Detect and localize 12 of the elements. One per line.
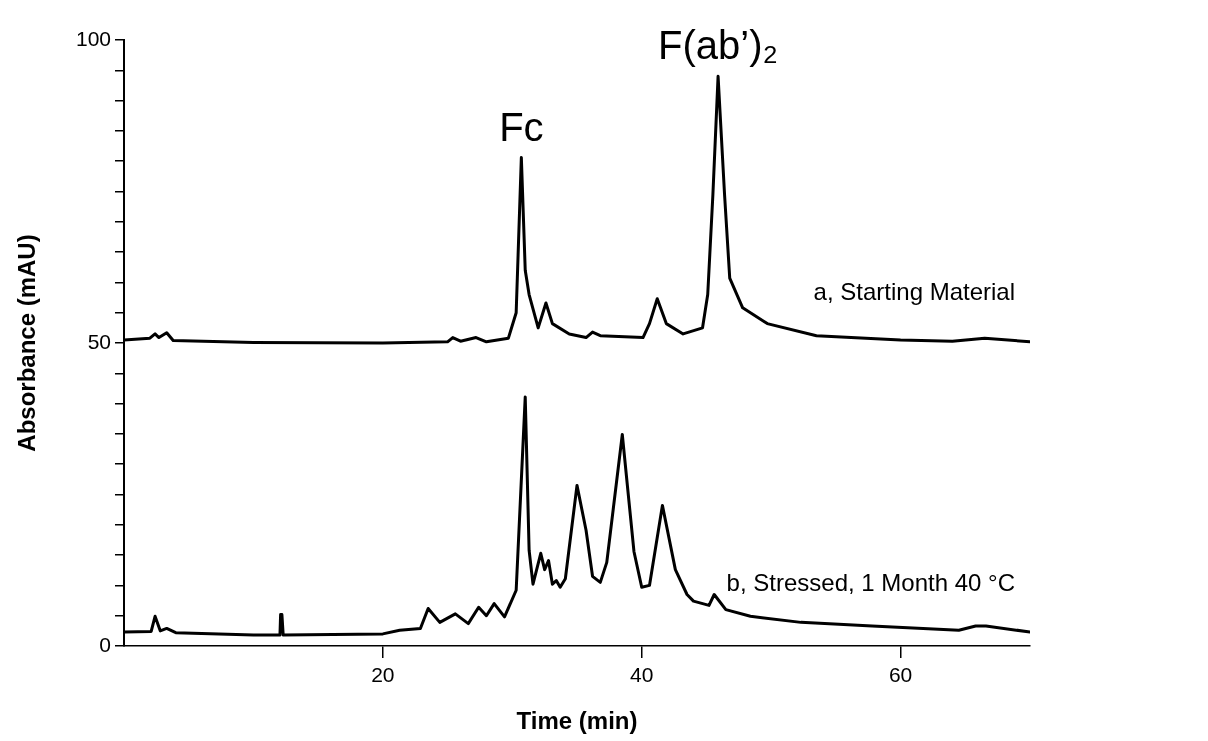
series-label: b, Stressed, 1 Month 40 °C <box>726 568 1015 596</box>
y-tick-label: 100 <box>75 26 111 50</box>
x-tick-label: 60 <box>888 663 913 687</box>
y-axis-title: Absorbance (mAU) <box>13 234 41 452</box>
annotation: Fc <box>499 104 544 149</box>
series-label: a, Starting Material <box>813 278 1015 306</box>
x-tick-label: 40 <box>630 663 654 687</box>
annotation: F(ab’)₂ <box>658 23 779 68</box>
y-tick-label: 50 <box>87 329 111 353</box>
y-tick-label: 0 <box>99 632 111 656</box>
x-axis-title: Time (min) <box>516 707 638 735</box>
x-tick-label: 20 <box>371 663 395 687</box>
